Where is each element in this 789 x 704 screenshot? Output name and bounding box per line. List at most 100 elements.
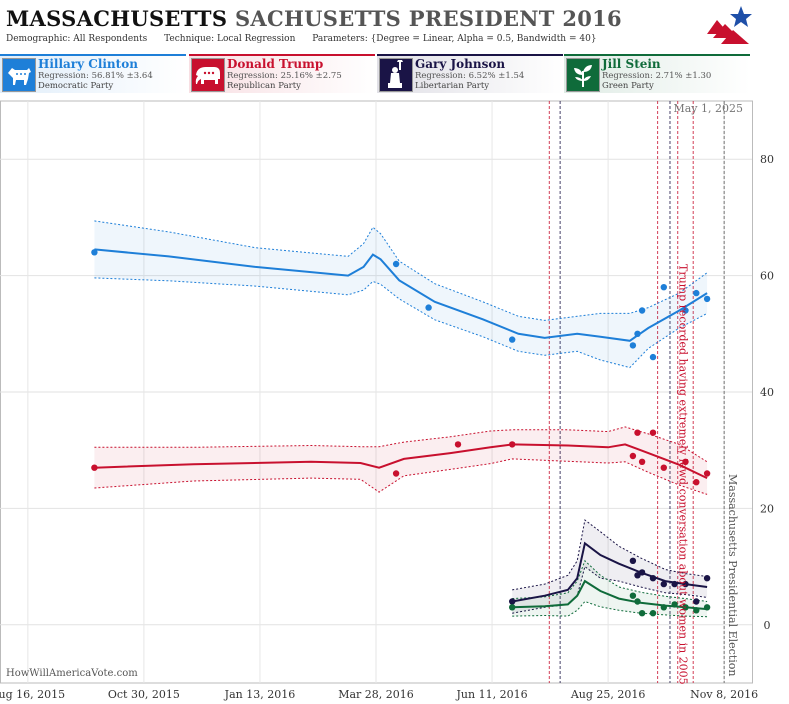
event-annotation: Trump recorded having extremely lewd con… [677,264,690,685]
x-tick-label: Nov 8, 2016 [690,688,758,701]
poll-points [91,249,711,617]
poll-point [703,604,711,611]
x-tick-label: Jan 13, 2016 [224,688,296,701]
candidate-party: Green Party [602,81,654,91]
annotations: Trump recorded having extremely lewd con… [677,264,740,685]
poll-point [638,458,646,465]
confidence-band [512,560,708,617]
trend-line [512,541,708,603]
confidence-upper [94,426,708,463]
poll-point [629,557,637,564]
candidate-regression: Regression: 6.52% ±1.54 [415,71,525,81]
poll-point [671,580,678,588]
candidate-regression: Regression: 56.81% ±3.64 [38,71,153,81]
parameters-line: Demographic: All Respondents Technique: … [6,34,611,44]
poll-point [634,598,641,605]
candidate-card-trump[interactable]: Donald Trump Regression: 25.16% ±2.75 Re… [189,54,375,93]
poll-point [634,572,641,579]
statue-of-liberty-icon [379,58,413,92]
poll-chart: 0 20 40 60 80 Aug 16, 2015 Oct 30, 2015 Jan 13,… [0,100,774,701]
poll-point [693,598,700,605]
trend-lines [94,248,708,611]
candidate-card-johnson[interactable]: Gary Johnson Regression: 6.52% ±1.54 Lib… [377,54,563,93]
candidate-name: Hillary Clinton [38,57,138,71]
candidate-cards: Hillary Clinton Regression: 56.81% ±3.64… [0,54,789,93]
poll-point [660,464,667,471]
candidate-card-clinton[interactable]: Hillary Clinton Regression: 56.81% ±3.64… [0,54,186,93]
poll-point [649,353,657,361]
poll-point [682,458,689,465]
event-lines [548,101,725,683]
poll-point [634,330,641,337]
poll-point [682,307,689,314]
confidence-upper [512,559,708,602]
poll-point [693,289,700,297]
poll-point [649,610,657,617]
page-title: MASSACHUSETTS SACHUSETTS PRESIDENT 2016 [6,6,622,31]
parameters-label: Parameters: {Degree = Linear, Alpha = 0.… [312,34,597,44]
poll-point [638,569,646,576]
candidate-card-stein[interactable]: Jill Stein Regression: 2.71% ±1.30 Green… [564,54,750,93]
poll-point [693,479,700,486]
page-header: MASSACHUSETTS SACHUSETTS PRESIDENT 2016 … [0,0,789,96]
confidence-upper [94,220,708,321]
candidate-party: Republican Party [227,81,301,91]
y-tick-label: 60 [760,270,774,283]
poll-point [629,342,637,349]
x-tick-label: Jun 11, 2016 [456,688,528,701]
poll-point [91,249,98,256]
site-credit[interactable]: HowWillAmericaVote.com [6,668,138,679]
axes: 0 20 40 60 80 Aug 16, 2015 Oct 30, 2015 Jan 13,… [0,102,774,701]
event-annotation: Massachusetts Presidential Election [726,474,739,676]
poll-point [509,598,516,605]
poll-point [703,575,711,582]
poll-point [638,610,646,617]
poll-point [634,429,641,436]
poll-point [638,307,646,314]
x-tick-label: Mar 28, 2016 [338,688,414,701]
plant-icon [566,58,600,92]
poll-point [660,580,667,588]
candidate-regression: Regression: 25.16% ±2.75 [227,71,342,81]
confidence-band [512,520,708,614]
poll-point [703,470,711,477]
x-tick-label: Aug 25, 2016 [570,688,646,701]
confidence-band [94,220,708,368]
poll-point [509,441,516,448]
candidate-regression: Regression: 2.71% ±1.30 [602,71,712,81]
confidence-lower [94,458,708,495]
poll-point [671,601,678,608]
poll-point [660,604,667,611]
poll-point [649,575,657,582]
technique-label: Technique: Local Regression [164,34,296,44]
trend-line [94,248,708,342]
date-label: May 1, 2025 [673,102,743,115]
title-race: SACHUSETTS PRESIDENT 2016 [234,6,622,31]
poll-point [392,260,400,268]
confidence-lower [94,277,708,369]
x-tick-label: Aug 16, 2015 [0,688,65,701]
x-tick-label: Oct 30, 2015 [108,688,180,701]
poll-point [509,604,516,611]
candidate-party: Democratic Party [38,81,114,91]
poll-point [392,470,400,477]
poll-point [454,441,462,448]
poll-point [649,429,657,436]
poll-point [91,464,98,471]
poll-point [509,336,516,343]
candidate-name: Jill Stein [602,57,661,71]
confidence-upper [512,519,708,591]
y-tick-label: 0 [764,619,771,632]
y-tick-label: 80 [760,153,774,166]
candidate-name: Donald Trump [227,57,324,71]
demographic-label: Demographic: All Respondents [6,34,148,44]
poll-point [660,284,667,291]
poll-point [682,580,689,588]
candidate-party: Libertarian Party [415,81,490,91]
poll-point [629,592,637,599]
title-state: MASSACHUSETTS [6,6,228,31]
site-logo-icon[interactable] [703,4,753,50]
candidate-name: Gary Johnson [415,57,506,71]
poll-point [425,304,432,311]
donkey-icon [2,58,36,92]
